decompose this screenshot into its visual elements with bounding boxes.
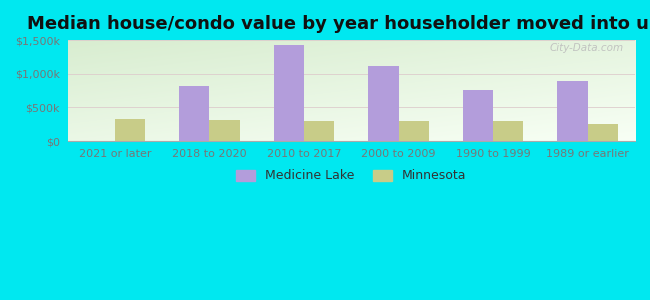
- Title: Median house/condo value by year householder moved into unit: Median house/condo value by year househo…: [27, 15, 650, 33]
- Bar: [304, 121, 334, 141]
- Bar: [463, 90, 493, 141]
- Bar: [209, 120, 240, 141]
- Bar: [398, 121, 429, 141]
- Text: City-Data.com: City-Data.com: [549, 43, 623, 53]
- Bar: [558, 80, 588, 141]
- Bar: [115, 119, 145, 141]
- Bar: [493, 121, 523, 141]
- Bar: [369, 66, 398, 141]
- Bar: [274, 45, 304, 141]
- Bar: [588, 124, 618, 141]
- Bar: [179, 86, 209, 141]
- Legend: Medicine Lake, Minnesota: Medicine Lake, Minnesota: [231, 164, 471, 188]
